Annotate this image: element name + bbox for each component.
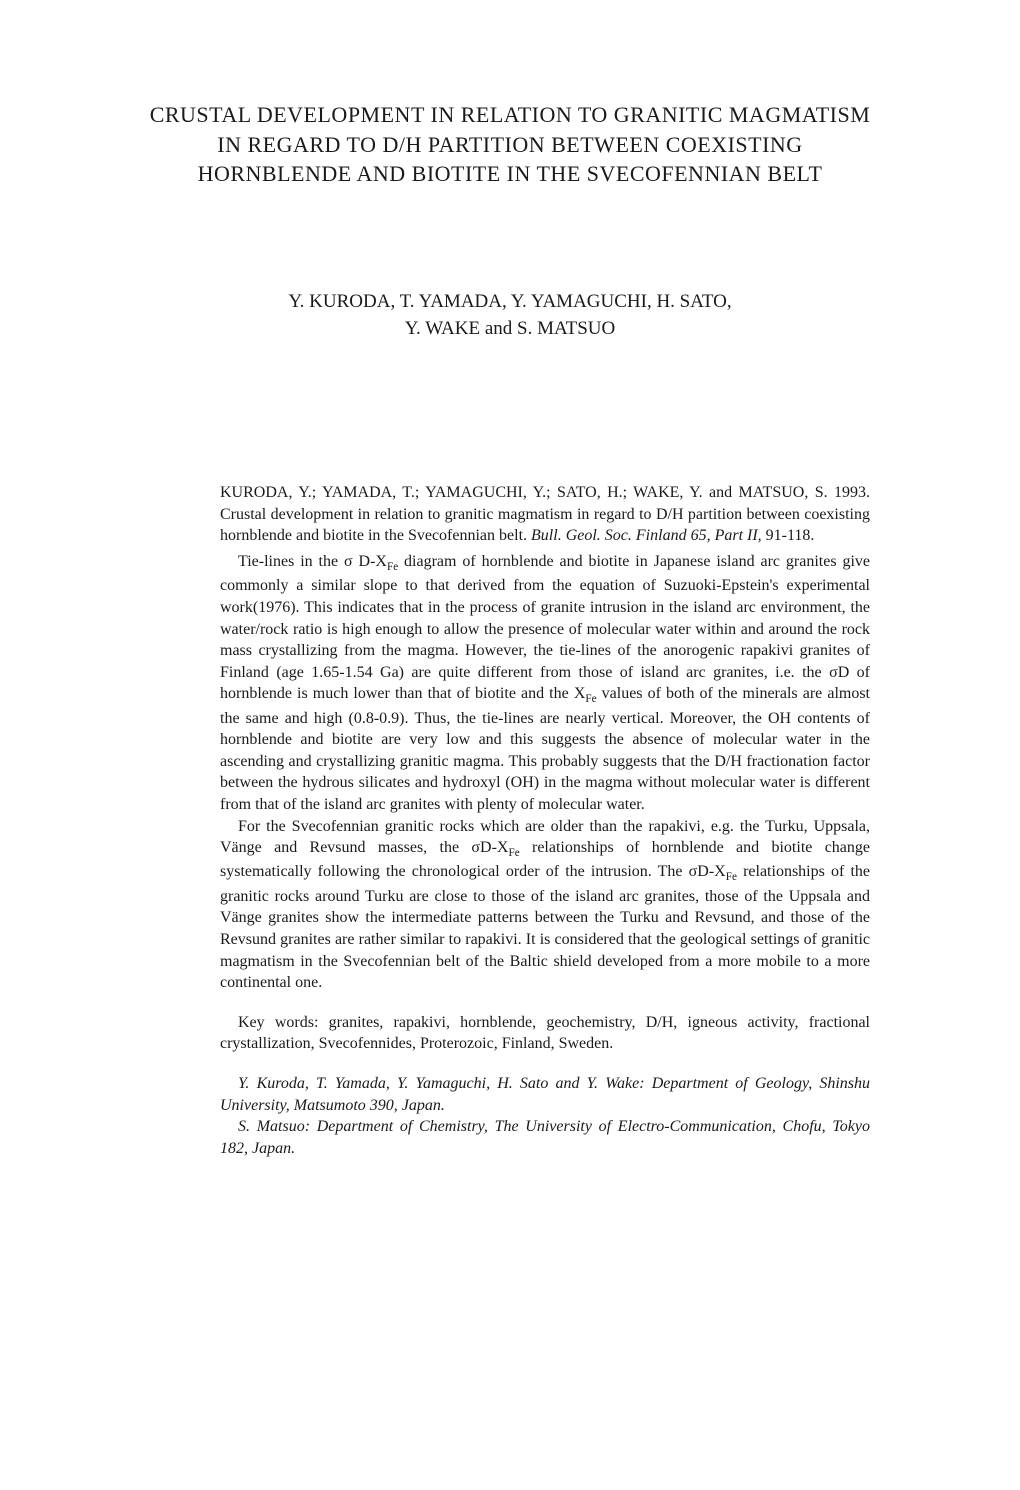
subscript-fe: Fe xyxy=(585,693,596,705)
subscript-fe: Fe xyxy=(508,847,519,859)
subscript-fe: Fe xyxy=(726,872,737,884)
abstract-paragraph-2: For the Svecofennian granitic rocks whic… xyxy=(220,816,870,994)
authors-line-2: Y. WAKE and S. MATSUO xyxy=(140,316,880,343)
paper-authors: Y. KURODA, T. YAMADA, Y. YAMAGUCHI, H. S… xyxy=(140,289,880,342)
keywords: Key words: granites, rapakivi, hornblend… xyxy=(220,1012,870,1055)
subscript-fe: Fe xyxy=(387,561,398,573)
affiliations: Y. Kuroda, T. Yamada, Y. Yamaguchi, H. S… xyxy=(220,1073,870,1159)
abstract-section: KURODA, Y.; YAMADA, T.; YAMAGUCHI, Y.; S… xyxy=(220,482,870,1159)
citation-pages: 91-118. xyxy=(762,527,815,544)
abstract-citation: KURODA, Y.; YAMADA, T.; YAMAGUCHI, Y.; S… xyxy=(220,482,870,547)
abstract-text: relationships of the granitic rocks arou… xyxy=(220,863,870,991)
paper-title: CRUSTAL DEVELOPMENT IN RELATION TO GRANI… xyxy=(140,100,880,189)
affiliation-2: S. Matsuo: Department of Chemistry, The … xyxy=(220,1116,870,1159)
abstract-paragraph-1: Tie-lines in the σ D-XFe diagram of horn… xyxy=(220,551,870,816)
affiliation-1: Y. Kuroda, T. Yamada, Y. Yamaguchi, H. S… xyxy=(220,1073,870,1116)
abstract-text: Tie-lines in the σ D-X xyxy=(238,553,387,570)
citation-journal: Bull. Geol. Soc. Finland 65, Part II, xyxy=(531,527,762,544)
authors-line-1: Y. KURODA, T. YAMADA, Y. YAMAGUCHI, H. S… xyxy=(140,289,880,316)
abstract-text: diagram of hornblende and biotite in Jap… xyxy=(220,553,870,702)
abstract-text: values of both of the minerals are almos… xyxy=(220,685,870,813)
